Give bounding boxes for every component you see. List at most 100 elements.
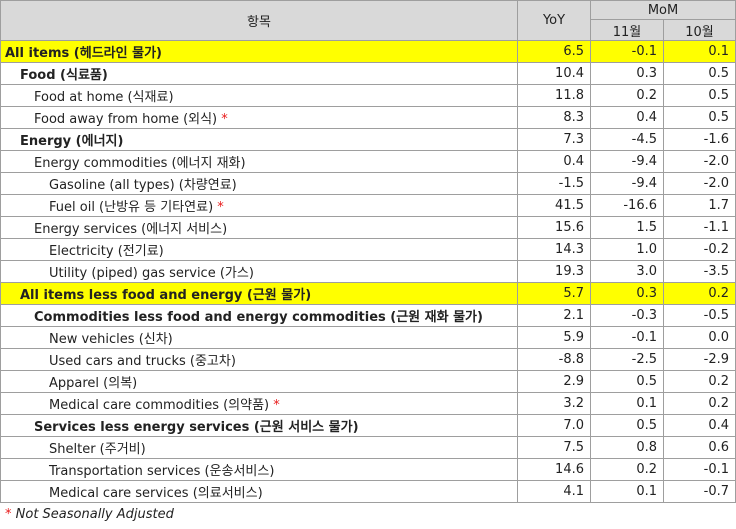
cell-nov: -16.6 xyxy=(590,194,664,217)
row-label: Gasoline (all types) (차량연료) xyxy=(0,172,518,195)
row-label-text: Commodities less food and energy commodi… xyxy=(34,310,483,325)
row-label: Apparel (의복) xyxy=(0,370,518,393)
table-row: All items less food and energy (근원 물가) 5.… xyxy=(0,282,736,305)
footnote: * Not Seasonally Adjusted xyxy=(5,507,174,522)
cell-oct: -0.2 xyxy=(662,238,736,261)
cell-nov: 0.3 xyxy=(590,62,664,85)
row-label: Medical care services (의료서비스) xyxy=(0,480,518,503)
row-label: Services less energy services (근원 서비스 물가… xyxy=(0,414,518,437)
cell-nov: -4.5 xyxy=(590,128,664,151)
cell-nov: -2.5 xyxy=(590,348,664,371)
row-label-text: Services less energy services (근원 서비스 물가… xyxy=(34,420,359,435)
cell-oct: 0.0 xyxy=(662,326,736,349)
row-label-text: Transportation services (운송서비스) xyxy=(49,464,275,479)
cell-oct: 1.7 xyxy=(662,194,736,217)
cell-nov: -0.1 xyxy=(590,326,664,349)
table-row: Energy commodities (에너지 재화) 0.4 -9.4 -2.0 xyxy=(0,150,736,173)
cell-nov: -0.3 xyxy=(590,304,664,327)
cpi-table: 항목 YoY MoM 11월 10월 All items (헤드라인 물가) 6.… xyxy=(0,0,736,503)
cell-nov: -0.1 xyxy=(590,40,664,63)
nsa-marker: * xyxy=(5,507,12,522)
row-label: Energy commodities (에너지 재화) xyxy=(0,150,518,173)
cell-oct: 0.2 xyxy=(662,392,736,415)
cell-yoy: 7.0 xyxy=(517,414,591,437)
header-mom: MoM xyxy=(589,0,736,20)
cell-yoy: 0.4 xyxy=(517,150,591,173)
table-row: Food at home (식재료) 11.8 0.2 0.5 xyxy=(0,84,736,107)
table-row: Apparel (의복) 2.9 0.5 0.2 xyxy=(0,370,736,393)
table-row: Food away from home (외식) * 8.3 0.4 0.5 xyxy=(0,106,736,129)
cell-oct: -3.5 xyxy=(662,260,736,283)
cell-yoy: 14.3 xyxy=(517,238,591,261)
table-row: Used cars and trucks (중고차) -8.8 -2.5 -2.9 xyxy=(0,348,736,371)
cell-oct: -0.5 xyxy=(662,304,736,327)
row-label-text: Gasoline (all types) (차량연료) xyxy=(49,178,237,193)
cell-oct: 0.5 xyxy=(662,106,736,129)
footnote-text: Not Seasonally Adjusted xyxy=(15,507,174,522)
table-row: Energy (에너지) 7.3 -4.5 -1.6 xyxy=(0,128,736,151)
cell-oct: -2.0 xyxy=(662,150,736,173)
cell-nov: 0.5 xyxy=(590,370,664,393)
cell-oct: -1.1 xyxy=(662,216,736,239)
cell-oct: 0.5 xyxy=(662,62,736,85)
cell-nov: 1.5 xyxy=(590,216,664,239)
cell-oct: -2.0 xyxy=(662,172,736,195)
cell-nov: 0.1 xyxy=(590,480,664,503)
table-row: Fuel oil (난방유 등 기타연료) * 41.5 -16.6 1.7 xyxy=(0,194,736,217)
cell-oct: 0.2 xyxy=(662,370,736,393)
row-label-text: Utility (piped) gas service (가스) xyxy=(49,266,254,281)
cell-nov: 1.0 xyxy=(590,238,664,261)
nsa-marker: * xyxy=(273,398,280,413)
table-row: New vehicles (신차) 5.9 -0.1 0.0 xyxy=(0,326,736,349)
row-label: Energy services (에너지 서비스) xyxy=(0,216,518,239)
cell-yoy: 2.1 xyxy=(517,304,591,327)
cell-oct: 0.1 xyxy=(662,40,736,63)
table-row: Utility (piped) gas service (가스) 19.3 3.0-… xyxy=(0,260,736,283)
header-nov: 11월 xyxy=(590,19,664,41)
cell-oct: -2.9 xyxy=(662,348,736,371)
cell-nov: 3.0 xyxy=(590,260,664,283)
row-label-text: All items less food and energy (근원 물가) xyxy=(20,288,312,303)
row-label-text: Medical care commodities (의약품) xyxy=(49,398,270,413)
row-label: Shelter (주거비) xyxy=(0,436,518,459)
row-label-text: Electricity (전기료) xyxy=(49,244,164,259)
cell-nov: 0.2 xyxy=(590,84,664,107)
table-row: All items (헤드라인 물가) 6.5 -0.1 0.1 xyxy=(0,40,736,63)
table-row: Transportation services (운송서비스) 14.6 0.2 -0… xyxy=(0,458,736,481)
row-label: All items (헤드라인 물가) xyxy=(0,40,518,63)
table-row: Electricity (전기료) 14.3 1.0 -0.2 xyxy=(0,238,736,261)
cell-yoy: 5.7 xyxy=(517,282,591,305)
cell-yoy: 4.1 xyxy=(517,480,591,503)
cell-nov: -9.4 xyxy=(590,172,664,195)
cell-nov: 0.3 xyxy=(590,282,664,305)
cell-yoy: 2.9 xyxy=(517,370,591,393)
row-label: New vehicles (신차) xyxy=(0,326,518,349)
header-oct: 10월 xyxy=(662,19,736,41)
table-row: Medical care services (의료서비스) 4.1 0.1 -0.7 xyxy=(0,480,736,503)
cell-nov: 0.4 xyxy=(590,106,664,129)
cell-yoy: 41.5 xyxy=(517,194,591,217)
cell-yoy: -1.5 xyxy=(517,172,591,195)
row-label: Electricity (전기료) xyxy=(0,238,518,261)
cell-oct: -0.1 xyxy=(662,458,736,481)
cell-yoy: 14.6 xyxy=(517,458,591,481)
table-body: All items (헤드라인 물가) 6.5 -0.1 0.1 Food (식료품) 1… xyxy=(0,40,736,503)
header-yoy: YoY xyxy=(517,0,591,41)
table-row: Medical care commodities (의약품) * 3.2 0.1 0.… xyxy=(0,392,736,415)
cell-nov: 0.2 xyxy=(590,458,664,481)
row-label: Transportation services (운송서비스) xyxy=(0,458,518,481)
table-row: Energy services (에너지 서비스) 15.6 1.5 -1.1 xyxy=(0,216,736,239)
row-label: Utility (piped) gas service (가스) xyxy=(0,260,518,283)
cell-yoy: 15.6 xyxy=(517,216,591,239)
cell-nov: 0.1 xyxy=(590,392,664,415)
table-row: Food (식료품) 10.4 0.3 0.5 xyxy=(0,62,736,85)
nsa-marker: * xyxy=(221,112,228,127)
nsa-marker: * xyxy=(217,200,224,215)
row-label-text: Used cars and trucks (중고차) xyxy=(49,354,236,369)
cell-yoy: 6.5 xyxy=(517,40,591,63)
table-row: Commodities less food and energy commodi… xyxy=(0,304,736,327)
table-row: Shelter (주거비) 7.5 0.8 0.6 xyxy=(0,436,736,459)
row-label-text: All items (헤드라인 물가) xyxy=(5,46,162,61)
row-label-text: Food (식료품) xyxy=(20,68,108,83)
row-label: All items less food and energy (근원 물가) xyxy=(0,282,518,305)
